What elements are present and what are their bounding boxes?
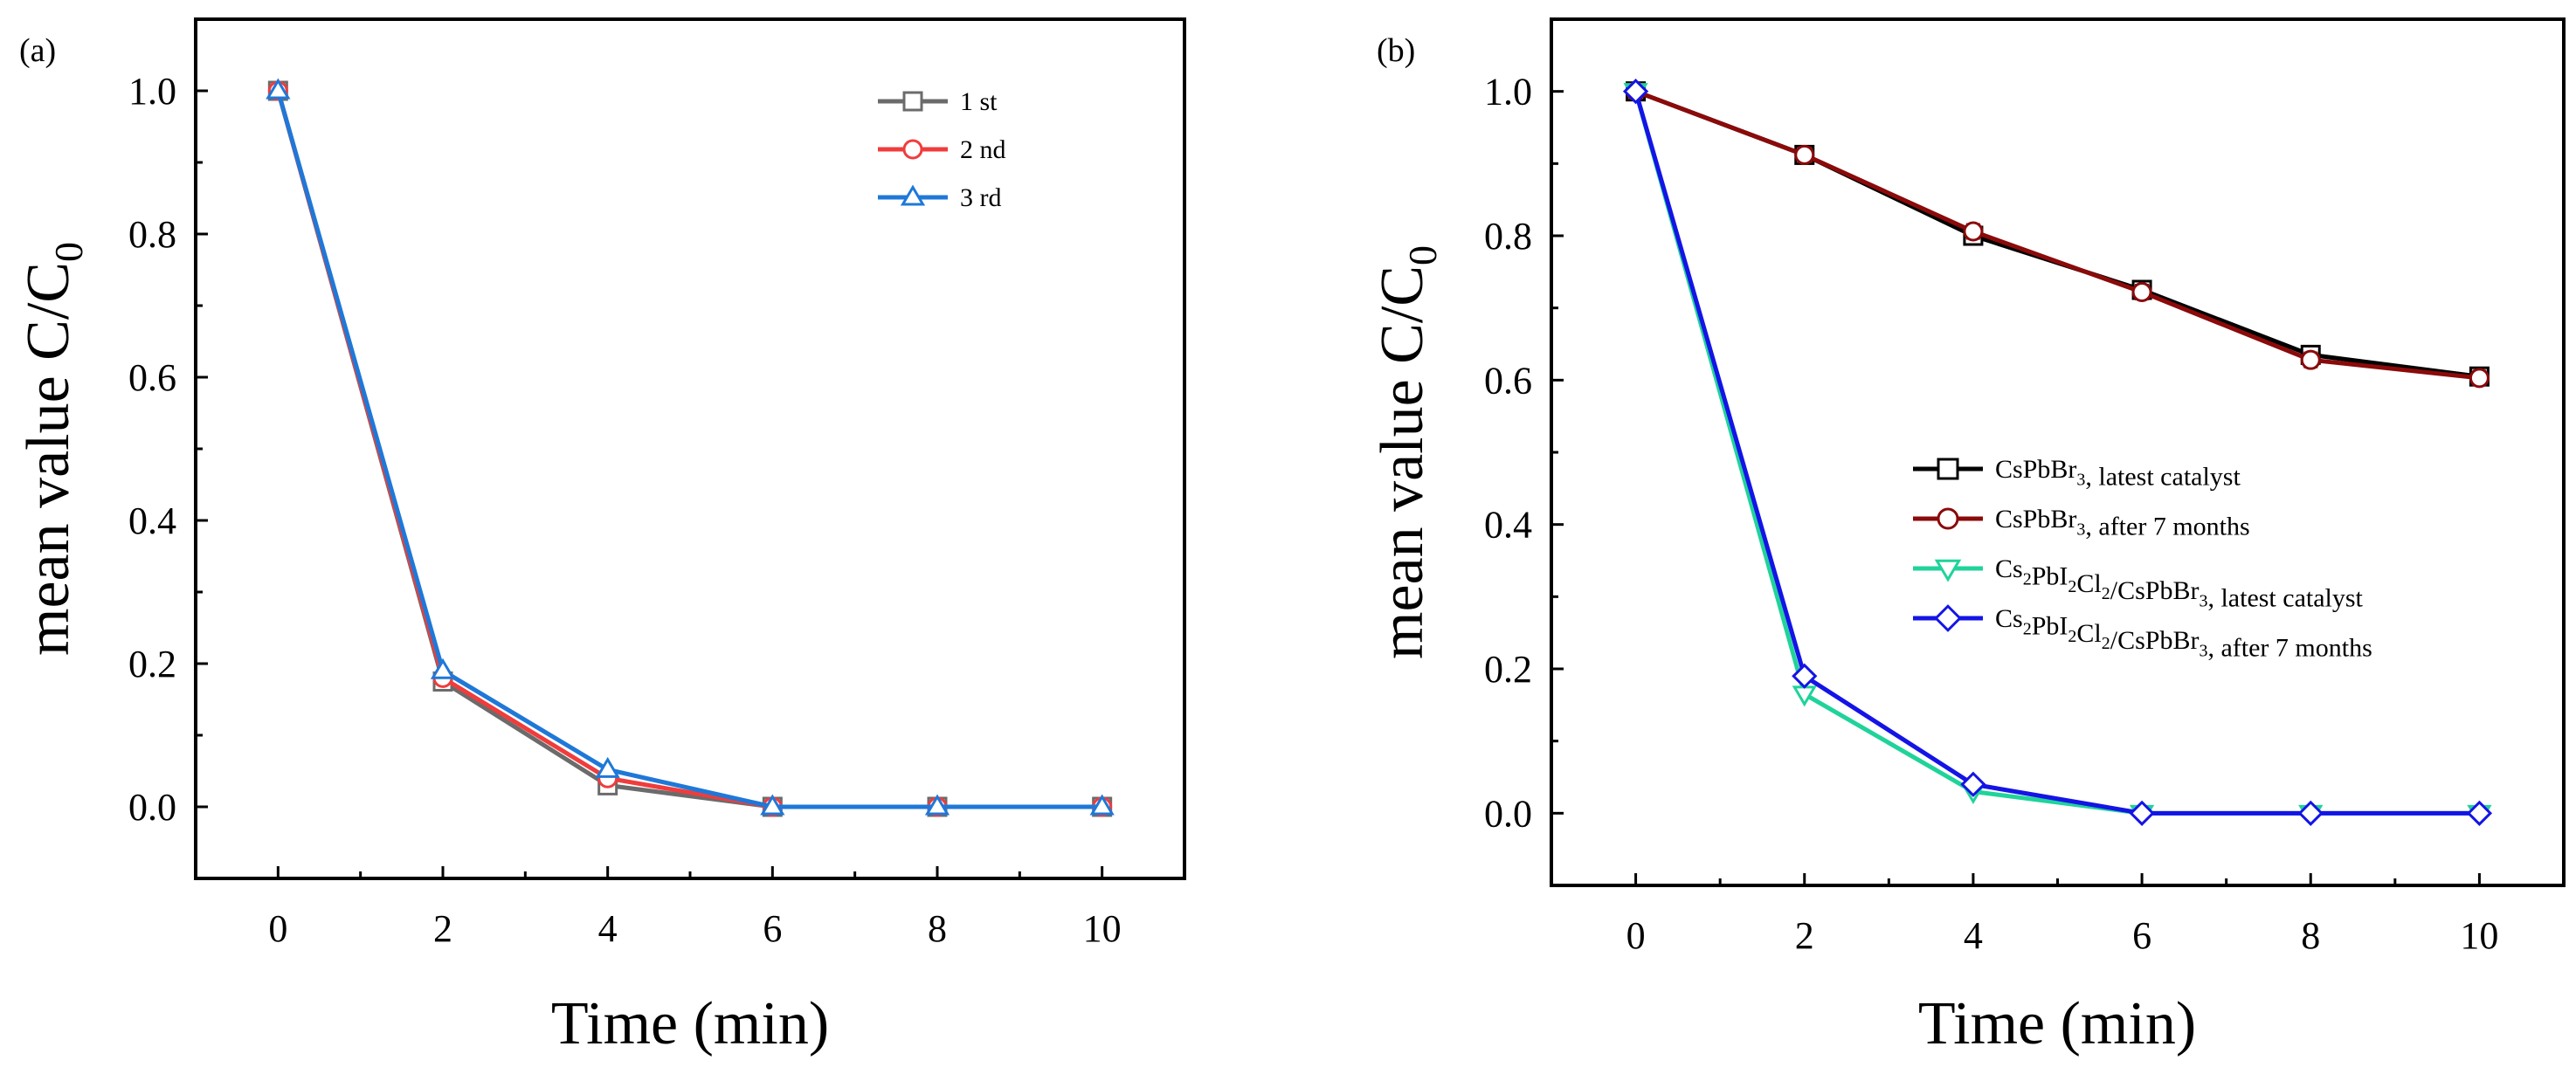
series-line <box>1634 89 2480 381</box>
legend-item: CsPbBr3, after 7 months <box>1913 505 2250 540</box>
legend-label: 2 nd <box>960 135 1006 164</box>
series-line <box>275 90 1102 809</box>
data-point <box>1794 144 1815 165</box>
legend-marker <box>1934 559 1962 582</box>
legend-marker <box>1937 507 1959 530</box>
legend-label: CsPbBr3, latest catalyst <box>1995 455 2241 491</box>
series-line <box>1633 90 2480 816</box>
panel-label: (b) <box>1377 32 1415 69</box>
x-tick-label: 0 <box>1626 914 1646 957</box>
y-tick-label: 0.6 <box>128 356 176 399</box>
y-axis-label: mean value C/C0 <box>15 242 91 656</box>
series-1 <box>1626 81 2490 387</box>
x-tick-label: 8 <box>928 907 947 950</box>
y-tick-label: 0.2 <box>1484 648 1532 691</box>
x-tick-label: 4 <box>1964 914 1983 957</box>
data-point <box>924 794 950 816</box>
series-2 <box>1626 81 2490 389</box>
y-tick-label: 0.4 <box>128 499 176 542</box>
legend-item: Cs2PbI2Cl2/CsPbBr3, after 7 months <box>1913 604 2372 663</box>
y-tick-label: 1.0 <box>128 70 176 113</box>
series-3 <box>266 78 1115 816</box>
panel-label: (a) <box>19 32 56 69</box>
y-tick-label: 0.0 <box>128 786 176 829</box>
plot-frame <box>1550 17 2566 887</box>
legend-item: Cs2PbI2Cl2/CsPbBr3, latest catalyst <box>1913 554 2364 613</box>
data-point <box>1792 663 1818 689</box>
y-tick-label: 0.8 <box>128 213 176 256</box>
data-point <box>2466 800 2493 826</box>
series-4 <box>1622 79 2493 826</box>
series-3 <box>1623 83 2492 826</box>
legend-label: Cs2PbI2Cl2/CsPbBr3, after 7 months <box>1995 604 2372 663</box>
y-tick-label: 0.2 <box>128 643 176 685</box>
data-point <box>1622 79 1649 105</box>
legend-item: 3 rd <box>878 183 1002 212</box>
legend-item: CsPbBr3, latest catalyst <box>1913 455 2241 491</box>
x-axis-label: Time (min) <box>1918 990 2196 1057</box>
series-line <box>1634 89 2480 379</box>
data-point <box>2297 800 2324 826</box>
legend: CsPbBr3, latest catalyst CsPbBr3, after 7… <box>1913 455 2372 663</box>
legend-item: 1 st <box>878 87 998 116</box>
x-tick-label: 10 <box>2460 914 2498 957</box>
data-point <box>1792 685 1817 707</box>
data-point <box>1963 221 1984 242</box>
legend-item: 2 nd <box>878 135 1006 164</box>
legend-label: CsPbBr3, after 7 months <box>1995 505 2250 540</box>
data-point <box>1089 794 1115 816</box>
x-tick-label: 6 <box>763 907 782 950</box>
legend-marker <box>902 139 923 160</box>
x-tick-label: 10 <box>1083 907 1122 950</box>
legend: 1 st 2 nd 3 rd <box>878 87 1006 212</box>
x-tick-label: 4 <box>598 907 618 950</box>
x-tick-label: 0 <box>268 907 287 950</box>
x-tick-label: 8 <box>2301 914 2320 957</box>
x-tick-label: 2 <box>1795 914 1814 957</box>
legend-marker <box>902 91 923 112</box>
legend-label: 3 rd <box>960 183 1002 212</box>
data-point <box>2131 281 2152 302</box>
data-point <box>2469 368 2490 389</box>
legend-label: Cs2PbI2Cl2/CsPbBr3, latest catalyst <box>1995 554 2364 613</box>
legend-marker <box>900 184 926 206</box>
data-point <box>760 794 785 816</box>
legend-label: 1 st <box>960 87 998 116</box>
y-tick-label: 0.6 <box>1484 359 1532 402</box>
x-axis-label: Time (min) <box>551 990 829 1057</box>
x-tick-label: 2 <box>433 907 452 950</box>
chart-panel-a: 0 2 4 6 8 10 0.0 0.2 0.4 0.6 0.8 1.0 (a) Time (min) me… <box>15 17 1186 1057</box>
y-tick-label: 1.0 <box>1484 71 1532 114</box>
data-point <box>2129 800 2155 826</box>
data-point <box>1960 771 1986 797</box>
x-tick-label: 6 <box>2132 914 2151 957</box>
series-line <box>1633 90 2480 816</box>
data-point <box>266 78 291 100</box>
y-tick-label: 0.0 <box>1484 792 1532 835</box>
y-tick-label: 0.4 <box>1484 504 1532 547</box>
data-point <box>2300 349 2321 370</box>
y-tick-label: 0.8 <box>1484 215 1532 258</box>
legend-marker <box>1934 604 1962 632</box>
data-point <box>430 658 456 679</box>
y-axis-label: mean value C/C0 <box>1369 245 1445 659</box>
plot-frame <box>194 17 1186 880</box>
data-point <box>595 756 620 778</box>
legend-marker <box>1937 458 1959 480</box>
chart-panel-b: 0 2 4 6 8 10 0.0 0.2 0.4 0.6 0.8 1.0 (b) Time (min) me… <box>1369 17 2566 1057</box>
